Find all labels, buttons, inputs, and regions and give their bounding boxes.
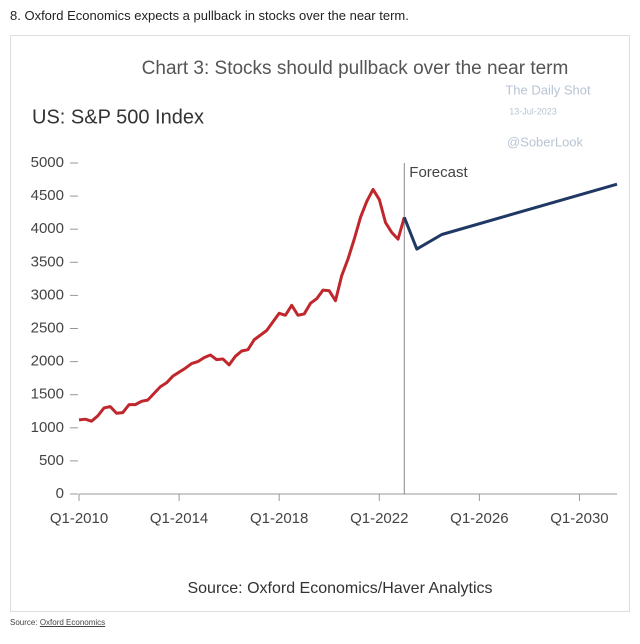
series-line [402,182,618,251]
x-tick-label: Q1-2026 [450,510,508,527]
x-tick-label: Q1-2018 [250,510,308,527]
caption: 8. Oxford Economics expects a pullback i… [10,8,409,23]
y-tick-label: 3500 [31,253,64,270]
x-tick-label: Q1-2022 [350,510,408,527]
chart-subtitle: US: S&P 500 Index [32,106,204,128]
y-tick-label: 3000 [31,286,64,303]
y-tick-label: 500 [39,452,64,469]
watermark: 13-Jul-2023 [509,106,557,116]
source-prefix: Source: [10,618,38,627]
annotation: Forecast [409,164,468,181]
y-tick-label: 0 [56,485,64,502]
chart-source: Source: Oxford Economics/Haver Analytics [187,580,492,597]
x-tick-label: Q1-2030 [550,510,608,527]
chart-frame [10,35,630,612]
source: Source: Oxford Economics [10,618,105,627]
y-tick-label: 1500 [31,386,64,403]
series-line [78,187,406,423]
y-tick-label: 5000 [31,154,64,171]
y-tick-label: 2000 [31,353,64,370]
watermark: The Daily Shot [505,82,591,97]
y-tick-label: 4000 [31,220,64,237]
source-link[interactable]: Oxford Economics [39,618,106,627]
watermark: @SoberLook [507,134,584,149]
y-tick-label: 1000 [31,419,64,436]
chart-title: Chart 3: Stocks should pullback over the… [142,58,569,79]
y-tick-label: 2500 [31,319,64,336]
x-tick-label: Q1-2014 [150,510,208,527]
x-tick-label: Q1-2010 [50,510,108,527]
y-tick-label: 4500 [31,187,64,204]
